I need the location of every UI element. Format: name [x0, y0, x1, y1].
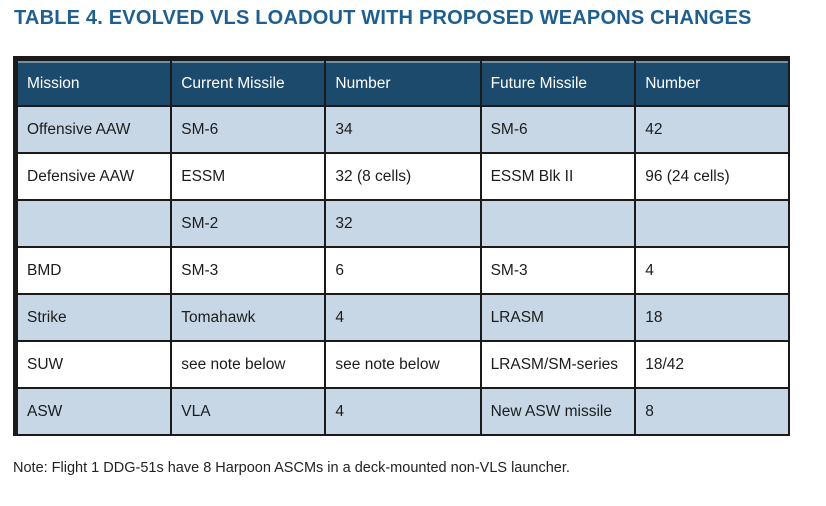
cell-mission: Offensive AAW: [18, 107, 171, 152]
cell-mission: SUW: [18, 342, 171, 387]
cell-future-missile: SM-3: [481, 248, 635, 293]
cell-current-missile: SM-2: [172, 201, 325, 246]
loadout-table: Mission Current Missile Number Future Mi…: [16, 59, 790, 436]
table-row: BMD SM-3 6 SM-3 4: [18, 248, 788, 293]
cell-future-number: [636, 201, 788, 246]
header-current-missile: Current Missile: [172, 61, 325, 105]
cell-future-missile: [481, 201, 635, 246]
table-row: SUW see note below see note below LRASM/…: [18, 342, 788, 387]
cell-future-number: 42: [636, 107, 788, 152]
cell-future-missile: LRASM: [481, 295, 635, 340]
cell-mission: Defensive AAW: [18, 154, 171, 199]
cell-current-number: 6: [326, 248, 480, 293]
cell-current-number: 32: [326, 201, 480, 246]
header-mission: Mission: [18, 61, 171, 105]
cell-future-number: 96 (24 cells): [636, 154, 788, 199]
cell-current-missile: Tomahawk: [172, 295, 325, 340]
table-title: TABLE 4. EVOLVED VLS LOADOUT WITH PROPOS…: [14, 7, 752, 29]
cell-mission: ASW: [18, 389, 171, 434]
loadout-table-frame: Mission Current Missile Number Future Mi…: [13, 56, 790, 436]
cell-mission: [18, 201, 171, 246]
cell-future-number: 18: [636, 295, 788, 340]
cell-current-number: 4: [326, 295, 480, 340]
cell-current-missile: VLA: [172, 389, 325, 434]
header-future-missile: Future Missile: [481, 61, 635, 105]
cell-future-missile: New ASW missile: [481, 389, 635, 434]
cell-current-missile: SM-3: [172, 248, 325, 293]
cell-future-number: 18/42: [636, 342, 788, 387]
cell-mission: Strike: [18, 295, 171, 340]
table-row: Strike Tomahawk 4 LRASM 18: [18, 295, 788, 340]
table-row: SM-2 32: [18, 201, 788, 246]
cell-current-number: 34: [326, 107, 480, 152]
cell-current-number: 4: [326, 389, 480, 434]
cell-future-missile: ESSM Blk II: [481, 154, 635, 199]
footnote: Note: Flight 1 DDG-51s have 8 Harpoon AS…: [13, 460, 570, 476]
header-current-number: Number: [326, 61, 480, 105]
table-row: Offensive AAW SM-6 34 SM-6 42: [18, 107, 788, 152]
table-header-row: Mission Current Missile Number Future Mi…: [18, 61, 788, 105]
cell-current-missile: SM-6: [172, 107, 325, 152]
cell-future-number: 8: [636, 389, 788, 434]
header-future-number: Number: [636, 61, 788, 105]
cell-current-missile: see note below: [172, 342, 325, 387]
cell-mission: BMD: [18, 248, 171, 293]
cell-current-number: 32 (8 cells): [326, 154, 480, 199]
table-row: ASW VLA 4 New ASW missile 8: [18, 389, 788, 434]
cell-future-missile: LRASM/SM-series: [481, 342, 635, 387]
cell-current-missile: ESSM: [172, 154, 325, 199]
table-row: Defensive AAW ESSM 32 (8 cells) ESSM Blk…: [18, 154, 788, 199]
cell-current-number: see note below: [326, 342, 480, 387]
cell-future-missile: SM-6: [481, 107, 635, 152]
cell-future-number: 4: [636, 248, 788, 293]
